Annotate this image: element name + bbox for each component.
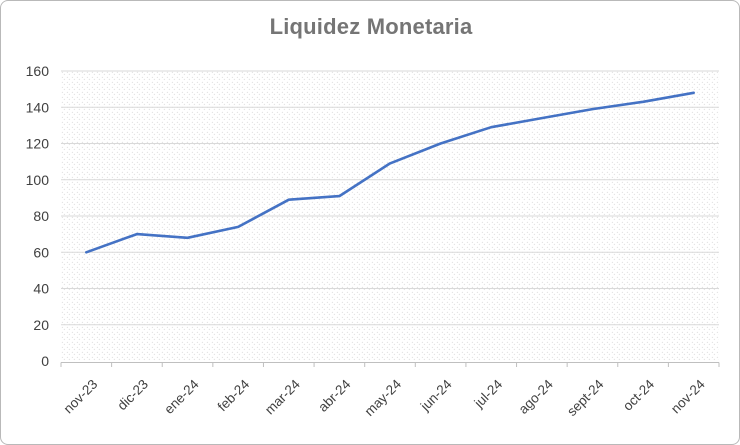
y-axis-label-0: 0 [41, 353, 49, 369]
x-axis-label-nov-24: nov-24 [668, 376, 708, 416]
x-axis-label-nov-23: nov-23 [61, 377, 101, 417]
y-axis-label-100: 100 [26, 172, 50, 188]
y-axis-label-60: 60 [33, 244, 49, 260]
x-axis-label-ene-24: ene-24 [161, 376, 202, 417]
x-axis-label-may-24: may-24 [362, 376, 405, 419]
x-axis-label-abr-24: abr-24 [315, 376, 354, 415]
y-axis-label-40: 40 [33, 281, 49, 297]
data-line-liquidez-monetaria [85, 91, 696, 254]
x-axis-label-mar-24: mar-24 [262, 376, 303, 417]
x-axis-label-oct-24: oct-24 [620, 376, 657, 413]
y-axis-label-140: 140 [26, 99, 50, 115]
y-axis-label-160: 160 [26, 63, 50, 79]
x-axis-label-ago-24: ago-24 [516, 376, 557, 417]
y-axis-label-80: 80 [33, 208, 49, 224]
x-axis-label-sept-24: sept-24 [564, 376, 607, 419]
x-axis-label-feb-24: feb-24 [215, 376, 253, 414]
x-axis-label-jul-24: jul-24 [471, 376, 506, 411]
x-axis-label-jun-24: jun-24 [417, 376, 455, 414]
x-axis-label-dic-23: dic-23 [114, 377, 151, 414]
y-axis-label-120: 120 [26, 136, 50, 152]
chart-title: Liquidez Monetaria [269, 14, 473, 39]
y-axis-label-20: 20 [33, 317, 49, 333]
